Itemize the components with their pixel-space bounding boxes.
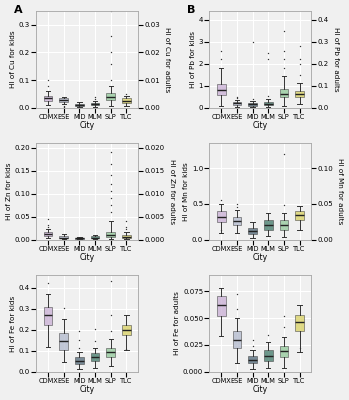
- PathPatch shape: [248, 103, 257, 106]
- PathPatch shape: [264, 102, 273, 105]
- PathPatch shape: [91, 102, 99, 105]
- PathPatch shape: [44, 232, 52, 236]
- PathPatch shape: [106, 348, 115, 357]
- X-axis label: City: City: [80, 122, 95, 130]
- Y-axis label: HI of Fe for kids: HI of Fe for kids: [10, 295, 16, 352]
- PathPatch shape: [295, 315, 304, 331]
- PathPatch shape: [75, 358, 84, 364]
- PathPatch shape: [295, 91, 304, 97]
- PathPatch shape: [44, 306, 52, 326]
- Text: A: A: [14, 5, 23, 15]
- Y-axis label: HI of Cu for adults: HI of Cu for adults: [164, 27, 170, 92]
- X-axis label: City: City: [253, 386, 268, 394]
- PathPatch shape: [232, 217, 241, 226]
- X-axis label: City: City: [80, 386, 95, 394]
- PathPatch shape: [106, 232, 115, 237]
- PathPatch shape: [232, 331, 241, 348]
- Text: B: B: [187, 5, 195, 15]
- PathPatch shape: [122, 98, 131, 103]
- PathPatch shape: [44, 96, 52, 101]
- PathPatch shape: [295, 211, 304, 220]
- Y-axis label: HI of Cu for kids: HI of Cu for kids: [10, 31, 16, 88]
- Y-axis label: HI of Zn for kids: HI of Zn for kids: [6, 163, 12, 220]
- PathPatch shape: [91, 353, 99, 361]
- PathPatch shape: [280, 89, 288, 97]
- PathPatch shape: [217, 211, 225, 222]
- Y-axis label: HI of Mn for kids: HI of Mn for kids: [183, 162, 189, 221]
- Y-axis label: HI of Fe for adults: HI of Fe for adults: [174, 292, 180, 355]
- Y-axis label: HI of Mn for adults: HI of Mn for adults: [337, 158, 343, 224]
- PathPatch shape: [59, 333, 68, 350]
- PathPatch shape: [59, 98, 68, 102]
- Y-axis label: HI of Zn for adults: HI of Zn for adults: [169, 159, 175, 224]
- PathPatch shape: [232, 102, 241, 104]
- PathPatch shape: [217, 296, 225, 316]
- PathPatch shape: [106, 93, 115, 100]
- PathPatch shape: [264, 220, 273, 230]
- PathPatch shape: [75, 104, 84, 106]
- PathPatch shape: [122, 325, 131, 335]
- PathPatch shape: [122, 235, 131, 238]
- PathPatch shape: [280, 220, 288, 230]
- PathPatch shape: [280, 346, 288, 357]
- Y-axis label: HI of Pb for kids: HI of Pb for kids: [190, 31, 196, 88]
- X-axis label: City: City: [253, 122, 268, 130]
- PathPatch shape: [75, 238, 84, 239]
- PathPatch shape: [59, 236, 68, 238]
- PathPatch shape: [264, 350, 273, 361]
- PathPatch shape: [217, 84, 225, 95]
- PathPatch shape: [91, 236, 99, 238]
- PathPatch shape: [248, 356, 257, 363]
- X-axis label: City: City: [80, 254, 95, 262]
- PathPatch shape: [248, 228, 257, 234]
- X-axis label: City: City: [253, 254, 268, 262]
- Y-axis label: HI of Pb for adults: HI of Pb for adults: [333, 27, 339, 92]
